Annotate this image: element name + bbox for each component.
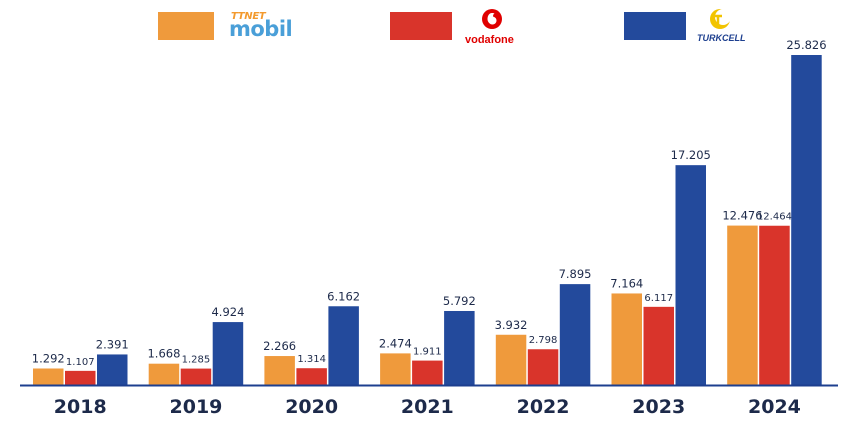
bar-vodafone-2019 [180, 368, 212, 385]
x-tick-label-2023: 2023 [632, 396, 685, 418]
data-label-vodafone-2024: 12.464 [757, 212, 792, 223]
bar-turkcell-2018 [97, 354, 128, 385]
bar-ttnet-mobil-2018 [33, 368, 64, 385]
ttnet-logo-small-text: TTNET [231, 11, 266, 22]
data-label-vodafone-2019: 1.285 [182, 355, 211, 366]
legend-swatch-vodafone [390, 12, 452, 40]
bar-ttnet-mobil-2022 [495, 334, 527, 385]
bar-vodafone-2024 [759, 225, 790, 385]
legend-swatch-turkcell [624, 12, 686, 40]
data-label-turkcell-2022: 7.895 [559, 267, 592, 281]
bar-turkcell-2021 [444, 310, 475, 385]
vodafone-logo-icon [482, 9, 502, 29]
data-label-vodafone-2023: 6.117 [644, 293, 673, 304]
x-tick-label-2024: 2024 [748, 396, 801, 418]
legend-vodafone [390, 8, 530, 44]
bar-turkcell-2023 [675, 165, 706, 385]
ttnet-logo-text: mobil [229, 17, 293, 41]
bar-vodafone-2021 [412, 360, 443, 385]
bar-ttnet-mobil-2024 [727, 225, 758, 385]
legend-ttnet [158, 8, 298, 44]
data-label-turkcell-2019: 4.924 [211, 305, 244, 319]
x-tick-label-2020: 2020 [285, 396, 338, 418]
data-label-ttnet-mobil-2023: 7.164 [610, 276, 643, 290]
bar-ttnet-mobil-2019 [148, 363, 180, 385]
bar-vodafone-2022 [527, 349, 559, 385]
data-label-vodafone-2022: 2.798 [529, 335, 558, 346]
data-label-turkcell-2024: 25.826 [786, 38, 826, 52]
data-label-turkcell-2018: 2.391 [96, 337, 129, 351]
data-label-vodafone-2021: 1.911 [413, 347, 442, 358]
vodafone-logo-text: vodafone [465, 34, 514, 46]
data-label-vodafone-2018: 1.107 [66, 357, 95, 368]
data-label-turkcell-2020: 6.162 [327, 289, 360, 303]
x-tick-label-2022: 2022 [517, 396, 570, 418]
bar-vodafone-2018 [65, 370, 96, 385]
data-label-ttnet-mobil-2018: 1.292 [32, 351, 65, 365]
data-label-ttnet-mobil-2020: 2.266 [263, 339, 296, 353]
bar-ttnet-mobil-2023 [611, 293, 642, 385]
bar-vodafone-2020 [296, 368, 327, 385]
x-tick-label-2018: 2018 [54, 396, 107, 418]
bar-vodafone-2023 [643, 306, 674, 385]
bar-turkcell-2022 [559, 284, 591, 385]
bar-ttnet-mobil-2020 [264, 356, 295, 385]
data-label-turkcell-2021: 5.792 [443, 294, 476, 308]
legend-swatch-ttnet [158, 12, 214, 40]
turkcell-logo-text: TURKCELL [697, 33, 746, 43]
x-tick-label-2019: 2019 [170, 396, 223, 418]
data-label-ttnet-mobil-2021: 2.474 [379, 336, 412, 350]
data-label-ttnet-mobil-2019: 1.668 [147, 347, 180, 361]
legend-turkcell [624, 8, 764, 44]
x-tick-label-2021: 2021 [401, 396, 454, 418]
turkcell-logo-icon [710, 9, 731, 29]
data-label-turkcell-2023: 17.205 [671, 148, 711, 162]
bar-turkcell-2019 [212, 322, 244, 385]
bar-turkcell-2020 [328, 306, 359, 385]
data-label-ttnet-mobil-2022: 3.932 [495, 318, 528, 332]
bar-ttnet-mobil-2021 [380, 353, 411, 385]
bar-turkcell-2024 [791, 55, 822, 385]
data-label-vodafone-2020: 1.314 [297, 354, 326, 365]
data-label-ttnet-mobil-2024: 12.476 [722, 209, 762, 223]
